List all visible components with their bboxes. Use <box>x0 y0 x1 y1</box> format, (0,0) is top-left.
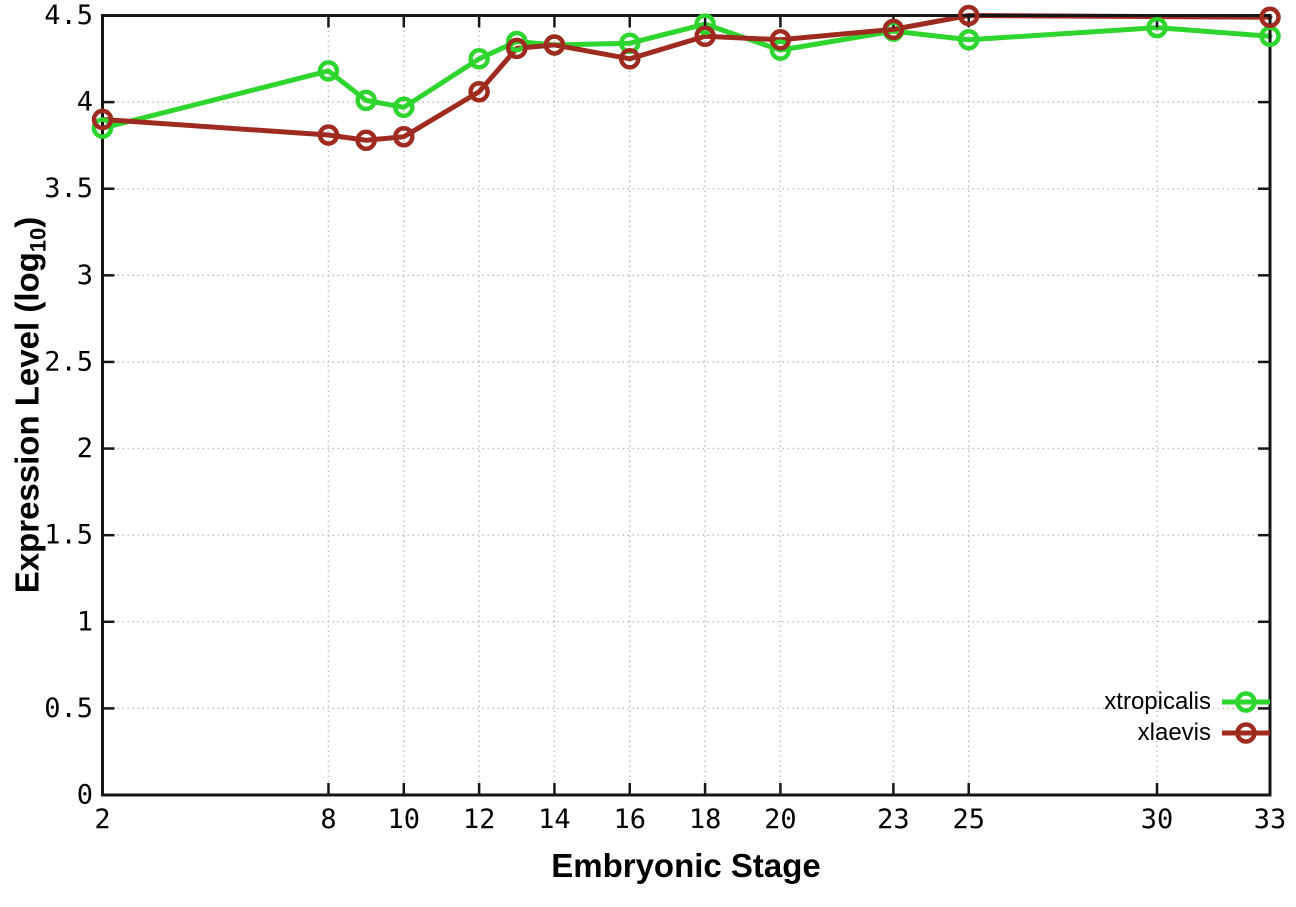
y-tick-label: 4 <box>77 87 93 118</box>
legend-label-xtropicalis: xtropicalis <box>1104 687 1211 715</box>
x-tick-label: 8 <box>320 804 336 835</box>
y-axis-title: Expression Level (log10) <box>9 217 52 594</box>
data-point-xlaevis <box>882 18 905 41</box>
y-tick-label: 1 <box>77 606 93 637</box>
data-point-xlaevis <box>694 25 716 48</box>
data-point-xlaevis <box>355 129 377 151</box>
data-point-xlaevis <box>1259 6 1281 28</box>
x-tick-label: 14 <box>538 804 571 835</box>
data-point-xtropicalis <box>393 96 415 119</box>
data-point-xtropicalis <box>91 117 114 139</box>
x-tick-label: 23 <box>877 804 910 835</box>
x-tick-label: 2 <box>94 804 110 835</box>
x-tick-label: 20 <box>764 804 797 835</box>
data-point-xtropicalis <box>1146 16 1168 39</box>
data-point-xlaevis <box>769 29 792 51</box>
x-axis-title: Embryonic Stage <box>551 847 821 884</box>
x-tick-label: 18 <box>689 804 722 835</box>
y-tick-label: 2.5 <box>44 346 93 377</box>
y-axis-title-subscript: 10 <box>25 227 51 253</box>
series-line-xlaevis <box>100 13 1273 143</box>
x-tick-label: 16 <box>614 804 647 835</box>
data-point-xlaevis <box>957 4 980 27</box>
data-point-xtropicalis <box>694 13 716 35</box>
plot-border <box>101 14 1272 797</box>
data-point-xlaevis <box>468 80 490 103</box>
y-tick-label: 4.5 <box>44 0 93 31</box>
data-point-xtropicalis <box>957 29 980 51</box>
x-tick-label: 33 <box>1254 804 1287 835</box>
data-point-xlaevis <box>543 34 566 56</box>
legend-circle-sample <box>1235 721 1257 744</box>
data-point-xtropicalis <box>468 48 490 70</box>
y-tick-label: 3.5 <box>44 173 93 204</box>
y-tick-label: 3 <box>77 260 93 291</box>
data-point-xlaevis <box>317 124 340 146</box>
y-tick-label: 2 <box>77 433 93 464</box>
legend-marker-xlaevis <box>1222 721 1270 744</box>
legend-item-xlaevis: xlaevis <box>1104 717 1270 748</box>
legend-item-xtropicalis: xtropicalis <box>1104 686 1270 717</box>
legend-circle-sample <box>1235 690 1257 713</box>
legend: xtropicalis xlaevis <box>1104 686 1270 748</box>
x-tick-label: 12 <box>463 804 496 835</box>
y-tick-label: 0.5 <box>44 693 93 724</box>
y-axis-title-suffix: ) <box>8 216 46 228</box>
y-tick-label: 0 <box>77 780 93 811</box>
data-point-xlaevis <box>393 126 415 148</box>
data-point-xtropicalis <box>317 60 340 82</box>
y-axis-title-main: Expression Level (log <box>8 252 46 594</box>
x-tick-label: 25 <box>952 804 985 835</box>
data-point-xtropicalis <box>769 39 792 61</box>
data-point-xtropicalis <box>355 89 377 112</box>
x-tick-label: 30 <box>1141 804 1174 835</box>
data-point-xlaevis <box>506 37 528 60</box>
legend-label-xlaevis: xlaevis <box>1137 718 1211 746</box>
data-point-xlaevis <box>619 48 641 70</box>
y-tick-label: 1.5 <box>44 520 93 551</box>
data-point-xtropicalis <box>506 30 528 53</box>
x-tick-label: 10 <box>388 804 421 835</box>
legend-marker-xtropicalis <box>1222 690 1270 713</box>
data-point-xlaevis <box>91 108 114 131</box>
